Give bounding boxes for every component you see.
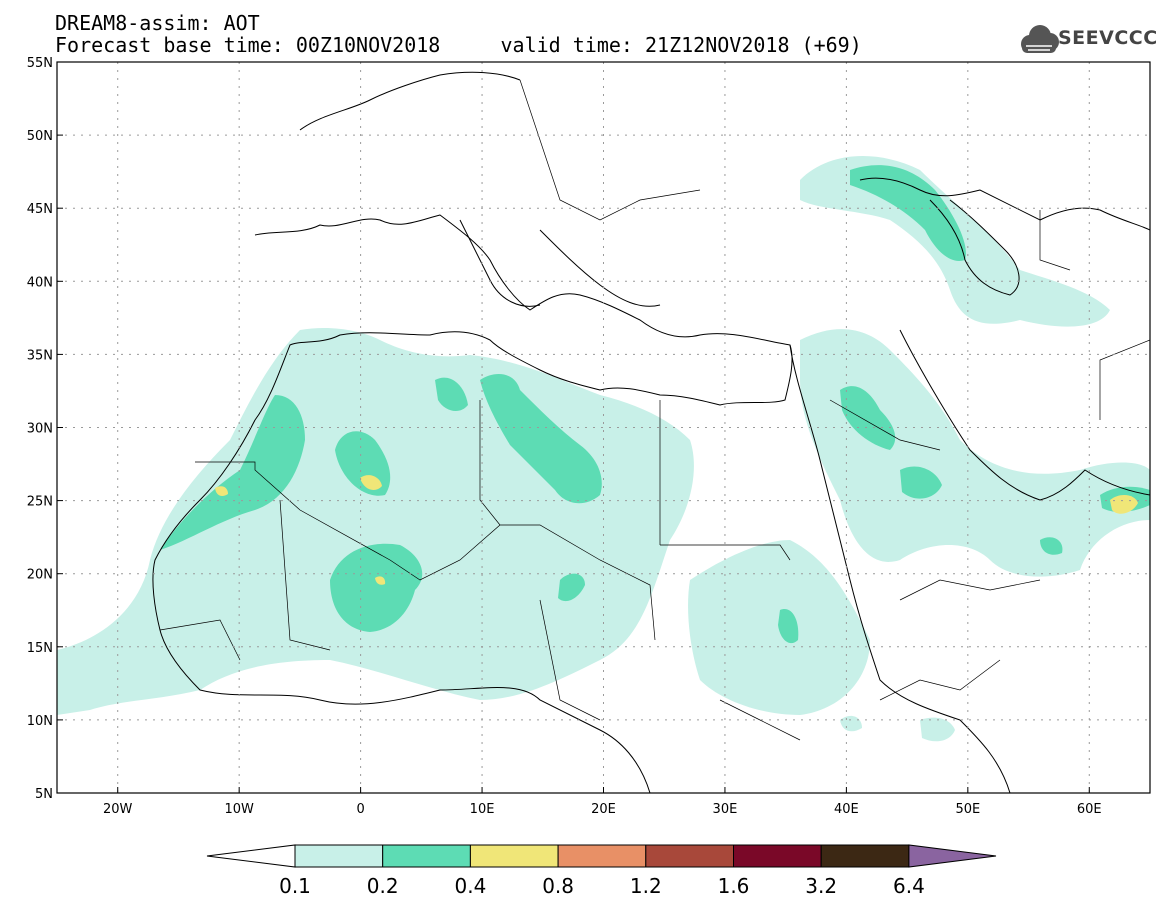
coastlines bbox=[152, 71, 1150, 793]
colorbar-box bbox=[645, 844, 734, 868]
lon-label: 10W bbox=[224, 802, 254, 817]
logo-text: SEEVCCC bbox=[1058, 27, 1158, 49]
colorbar-label: 0.8 bbox=[542, 874, 574, 898]
lon-label: 20E bbox=[591, 802, 616, 817]
colorbar-label: 3.2 bbox=[805, 874, 837, 898]
lat-label: 15N bbox=[27, 641, 53, 656]
lat-label: 50N bbox=[27, 129, 53, 144]
lon-label: 0 bbox=[356, 802, 364, 817]
lon-label: 50E bbox=[955, 802, 980, 817]
country-borders bbox=[159, 79, 1150, 741]
colorbar-label: 0.1 bbox=[279, 874, 311, 898]
lat-label: 20N bbox=[27, 568, 53, 583]
aot-level-0.4 bbox=[215, 475, 1138, 585]
gridlines bbox=[57, 62, 1150, 793]
colorbar-box bbox=[294, 844, 384, 868]
title-line-1: DREAM8-assim: AOT bbox=[55, 11, 260, 35]
lon-label: 10E bbox=[470, 802, 495, 817]
colorbar-box bbox=[733, 844, 822, 868]
colorbar-box bbox=[557, 844, 647, 868]
colorbar-box bbox=[469, 844, 559, 868]
colorbar-label: 0.2 bbox=[367, 874, 399, 898]
colorbar-label: 1.6 bbox=[718, 874, 750, 898]
colorbar-box bbox=[820, 844, 910, 868]
lat-label: 5N bbox=[35, 787, 53, 802]
colorbar-box bbox=[382, 844, 471, 868]
colorbar-right-arrow bbox=[908, 844, 997, 868]
lat-label: 45N bbox=[27, 202, 53, 217]
lon-label: 20W bbox=[103, 802, 133, 817]
aot-field bbox=[57, 71, 1150, 793]
lat-label: 25N bbox=[27, 495, 53, 510]
colorbar-label: 1.2 bbox=[630, 874, 662, 898]
lat-label: 10N bbox=[27, 714, 53, 729]
lon-label: 60E bbox=[1077, 802, 1102, 817]
colorbar-left-arrow bbox=[206, 844, 296, 868]
colorbar-label: 0.4 bbox=[454, 874, 486, 898]
lat-label: 30N bbox=[27, 422, 53, 437]
lon-label: 30E bbox=[713, 802, 738, 817]
lat-label: 35N bbox=[27, 348, 53, 363]
lon-label: 40E bbox=[834, 802, 859, 817]
lat-label: 55N bbox=[27, 56, 53, 71]
title-line-2: Forecast base time: 00Z10NOV2018 valid t… bbox=[55, 33, 862, 57]
lat-label: 40N bbox=[27, 275, 53, 290]
cloud-logo-icon bbox=[1021, 25, 1059, 53]
colorbar-label: 6.4 bbox=[893, 874, 925, 898]
